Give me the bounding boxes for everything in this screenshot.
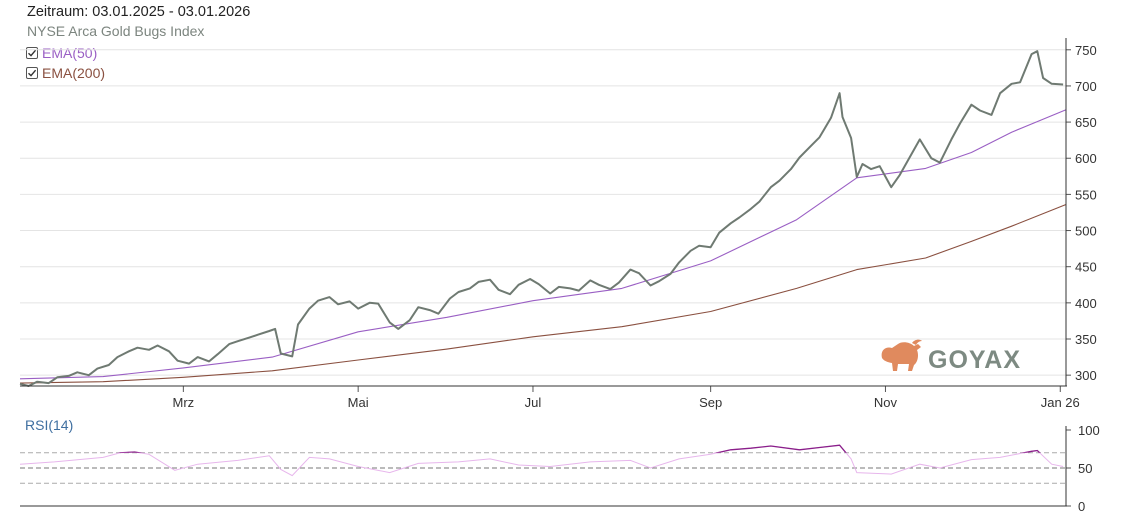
checkmark-icon xyxy=(28,69,37,77)
y-tick-label: 600 xyxy=(1075,151,1097,166)
main-series xyxy=(19,50,1067,387)
y-tick-label: 450 xyxy=(1075,260,1097,275)
y-tick-label: 700 xyxy=(1075,79,1097,94)
ema200-line xyxy=(19,203,1067,384)
x-tick-label: Jan 26 xyxy=(1041,395,1080,410)
rsi-y-tick-label: 100 xyxy=(1078,423,1100,438)
rsi-line xyxy=(19,444,1064,477)
goyax-logo: GOYAX xyxy=(881,339,1021,374)
ema50-legend-label: EMA(50) xyxy=(42,44,98,61)
x-tick-label: Jul xyxy=(525,395,542,410)
x-tick-label: Mrz xyxy=(173,395,195,410)
rsi-y-tick-label: 50 xyxy=(1078,461,1092,476)
ema50-line xyxy=(19,109,1067,380)
checkmark-icon xyxy=(28,49,37,57)
y-tick-label: 500 xyxy=(1075,224,1097,239)
main-grid xyxy=(20,49,1066,376)
ema200-legend-label: EMA(200) xyxy=(42,64,106,81)
x-tick-label: Nov xyxy=(874,395,898,410)
x-tick-label: Sep xyxy=(699,395,722,410)
x-tick-label: Mai xyxy=(348,395,369,410)
index-name-label: NYSE Arca Gold Bugs Index xyxy=(27,23,205,39)
period-label: Zeitraum: 03.01.2025 - 03.01.2026 xyxy=(27,4,251,20)
legend-item-ema200[interactable]: EMA(200) xyxy=(26,64,105,81)
bull-icon xyxy=(881,339,922,371)
y-tick-label: 550 xyxy=(1075,187,1097,202)
y-tick-label: 350 xyxy=(1075,332,1097,347)
ema200-checkbox[interactable] xyxy=(26,66,38,79)
y-tick-label: 750 xyxy=(1075,43,1097,58)
y-tick-label: 400 xyxy=(1075,296,1097,311)
y-tick-label: 650 xyxy=(1075,115,1097,130)
rsi-label: RSI(14) xyxy=(25,417,74,433)
rsi-overbought-line xyxy=(117,444,1041,453)
price-line xyxy=(19,50,1064,387)
logo-text: GOYAX xyxy=(928,346,1021,374)
rsi-y-tick-label: 0 xyxy=(1078,499,1085,513)
y-tick-label: 300 xyxy=(1075,368,1097,383)
rsi-panel: 0 50 100 xyxy=(19,423,1100,513)
main-axes: 300 350 400 450 500 550 600 650 700 750 Mrz Mai Jul S… xyxy=(20,38,1097,410)
